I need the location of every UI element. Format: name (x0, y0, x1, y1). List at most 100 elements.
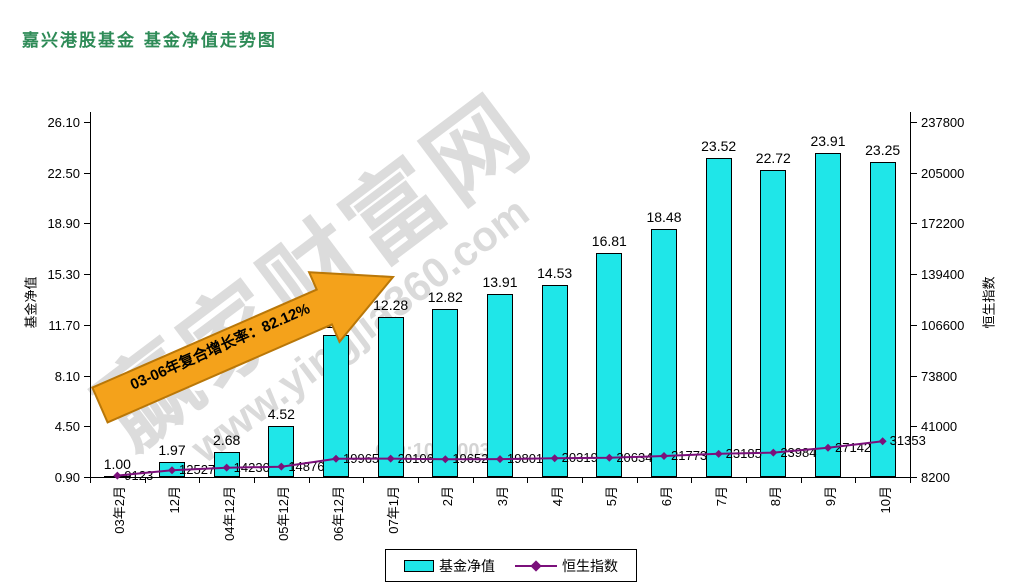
hsi-value-label: 9123 (124, 467, 154, 483)
fund-nav-bar (869, 162, 896, 477)
hsi-marker (441, 455, 450, 464)
x-axis (90, 477, 911, 478)
y-axis-right (910, 112, 911, 478)
bar-value-label: 13.91 (482, 273, 518, 290)
left-axis-tick-label: 11.70 (48, 317, 80, 333)
x-axis-tick (144, 478, 146, 483)
legend: 基金净值 恒生指数 (385, 549, 637, 582)
bar-value-label: 1.97 (158, 441, 186, 458)
fund-nav-bar (323, 334, 349, 477)
x-axis-tick (254, 478, 255, 483)
right-axis-tick (911, 477, 917, 478)
legend-item-fund-nav: 基金净值 (404, 556, 495, 576)
right-axis-tick-label: 205000 (921, 165, 965, 181)
fund-nav-swatch (404, 559, 434, 572)
hsi-marker (660, 452, 668, 461)
hsi-marker (714, 449, 723, 458)
left-axis-tick-label: 22.50 (47, 165, 80, 181)
hsi-marker (824, 443, 832, 452)
bar-value-label: 23.91 (810, 132, 846, 149)
left-axis-tick (84, 426, 90, 428)
right-axis-tick-label: 139400 (921, 267, 965, 283)
hsi-marker (277, 462, 286, 471)
right-axis-tick-label: 237800 (921, 115, 965, 130)
fund-nav-bar (651, 229, 677, 477)
x-axis-tick (199, 478, 201, 483)
left-axis-tick (84, 324, 90, 326)
left-axis-tick-label: 15.30 (47, 267, 80, 283)
right-axis-tick (911, 324, 917, 326)
hsi-marker (496, 455, 504, 464)
hsi-value-label: 23984 (780, 444, 817, 460)
bar-value-label: 1.00 (103, 455, 131, 472)
hsi-marker (113, 471, 122, 480)
y-axis-left (90, 112, 91, 478)
x-axis-tick (800, 478, 802, 483)
bar-value-label: 12.82 (427, 289, 463, 306)
right-axis-tick-label: 172200 (921, 216, 965, 232)
right-axis-tick (911, 426, 917, 428)
fund-nav-bar (377, 316, 404, 477)
x-axis-tick (527, 478, 529, 483)
x-axis-tick (472, 478, 474, 483)
hsi-diamond-marker-icon (530, 559, 542, 572)
right-axis-tick-label: 8200 (921, 470, 950, 485)
right-axis-tick-label: 73800 (921, 368, 958, 384)
left-axis-tick-label: 26.10 (47, 115, 80, 130)
bar-value-label: 23.52 (701, 138, 737, 155)
left-axis-tick-label: 8.10 (54, 368, 80, 384)
fund-nav-bar (815, 152, 841, 477)
legend-label-fund-nav: 基金净值 (439, 557, 495, 574)
left-axis-tick-label: 18.90 (47, 216, 80, 232)
fund-nav-bar (541, 284, 568, 477)
bar-value-label: 16.81 (591, 232, 627, 249)
right-axis-tick-label: 41000 (921, 419, 958, 435)
x-axis-tick (691, 478, 693, 483)
x-axis-tick (418, 478, 419, 483)
left-axis-tick (84, 375, 90, 377)
right-axis-tick-label: 106600 (921, 317, 965, 333)
left-axis-tick (84, 274, 90, 276)
bar-value-label: 22.72 (755, 149, 791, 166)
bar-value-label: 4.52 (267, 406, 295, 422)
hsi-marker (168, 466, 176, 475)
x-axis-tick (636, 478, 638, 483)
legend-item-hsi: 恒生指数 (515, 556, 618, 576)
bar-value-label: 14.53 (537, 264, 573, 281)
fund-nav-bar (487, 293, 513, 477)
hsi-marker (605, 453, 614, 462)
right-axis-tick (911, 375, 917, 377)
left-axis-tick (84, 223, 90, 225)
x-axis-tick (855, 478, 857, 483)
fund-nav-bar (596, 252, 623, 477)
right-axis-tick (911, 274, 917, 276)
left-axis-tick-label: 0.90 (54, 470, 80, 485)
x-axis-tick (90, 478, 91, 483)
growth-arrow-text: 03-06年复合增长率：82.12% (127, 299, 312, 393)
left-axis-tick-label: 4.50 (54, 419, 80, 435)
x-axis-tick (910, 478, 911, 483)
hsi-marker (769, 448, 778, 457)
left-axis-tick (84, 172, 90, 174)
bar-value-label: 12.28 (373, 296, 409, 313)
left-axis-tick (84, 477, 90, 478)
x-axis-tick (746, 478, 747, 483)
fund-nav-bar (760, 169, 787, 477)
fund-nav-bar (432, 309, 459, 477)
left-axis-tick (84, 122, 90, 123)
chart-title: 嘉兴港股基金 基金净值走势图 (22, 31, 277, 51)
right-axis-tick (911, 172, 917, 174)
right-axis-tick (911, 122, 917, 123)
hsi-value-label: 31353 (889, 433, 926, 449)
bar-value-label: 18.48 (646, 209, 682, 226)
hsi-marker (550, 454, 559, 463)
bar-value-label: 2.68 (213, 431, 241, 448)
hsi-marker (386, 454, 395, 463)
fund-nav-bar (705, 158, 732, 477)
x-axis-tick (582, 478, 583, 483)
hsi-line-swatch (515, 559, 557, 572)
growth-arrow-shape (91, 271, 396, 424)
legend-label-hsi: 恒生指数 (562, 557, 618, 574)
right-axis-tick (911, 223, 917, 225)
